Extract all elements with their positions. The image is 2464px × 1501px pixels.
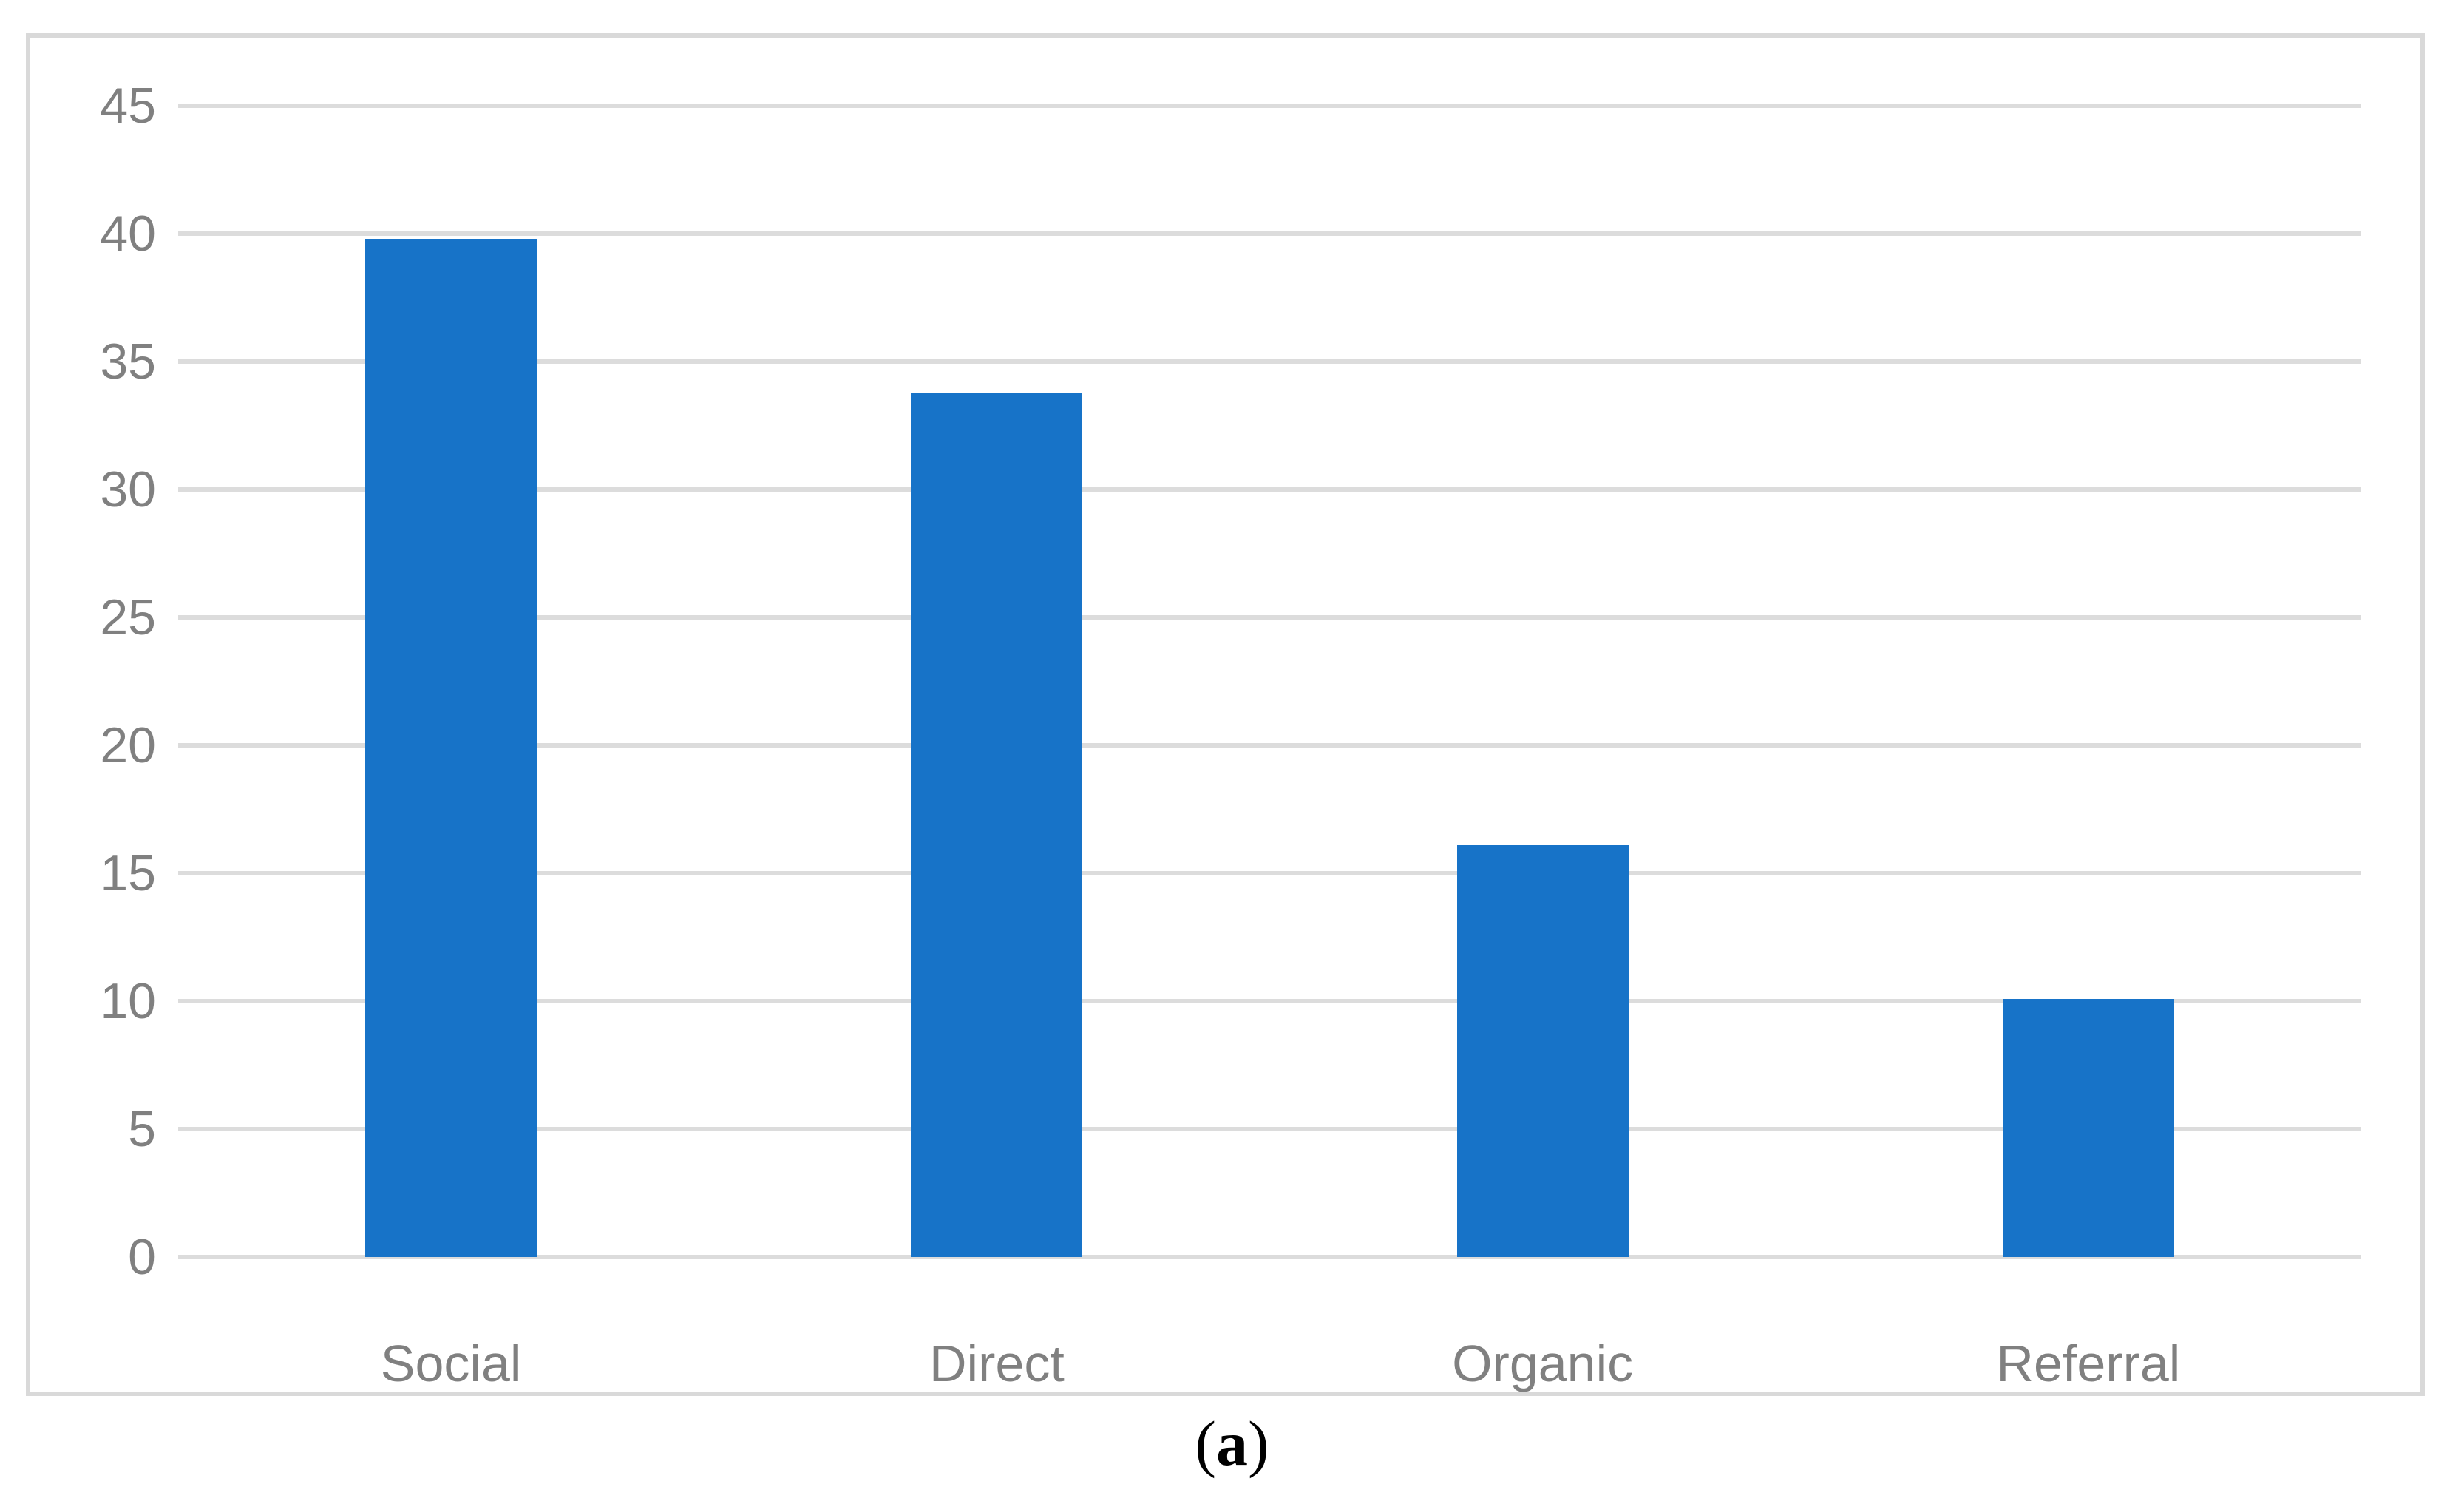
figure-caption: (a): [0, 1406, 2464, 1480]
y-tick-label-30: 30: [100, 461, 156, 518]
gridline-y-20: [178, 743, 2361, 748]
gridline-y-15: [178, 871, 2361, 875]
y-tick-label-10: 10: [100, 973, 156, 1029]
caption-paren-close: ): [1248, 1408, 1269, 1479]
bar-direct: [911, 392, 1083, 1257]
y-tick-label-0: 0: [128, 1229, 156, 1285]
gridline-y-40: [178, 231, 2361, 236]
x-category-label-organic: Organic: [1452, 1335, 1634, 1392]
gridline-y-35: [178, 359, 2361, 364]
y-tick-label-20: 20: [100, 717, 156, 773]
x-category-label-direct: Direct: [929, 1335, 1065, 1392]
bar-social: [365, 238, 537, 1257]
gridline-y-30: [178, 487, 2361, 492]
y-tick-label-15: 15: [100, 845, 156, 901]
y-tick-label-45: 45: [100, 78, 156, 134]
gridline-y-45: [178, 104, 2361, 108]
gridline-y-10: [178, 999, 2361, 1003]
bar-organic: [1456, 844, 1629, 1257]
gridline-y-5: [178, 1127, 2361, 1131]
y-tick-label-35: 35: [100, 333, 156, 390]
y-tick-label-25: 25: [100, 589, 156, 646]
gridline-y-0: [178, 1255, 2361, 1259]
gridline-y-25: [178, 615, 2361, 620]
y-tick-label-40: 40: [100, 206, 156, 262]
y-tick-label-5: 5: [128, 1101, 156, 1157]
bar-referral: [2002, 998, 2174, 1257]
x-category-label-referral: Referral: [1996, 1335, 2181, 1392]
caption-paren-open: (: [1195, 1408, 1216, 1479]
caption-label: a: [1216, 1408, 1248, 1479]
plot-area: [178, 104, 2361, 1259]
chart-frame: 0 5 10 15 20 25 30 35 40 45 Social Direct Organic Re…: [26, 33, 2425, 1396]
x-category-label-social: Social: [380, 1335, 522, 1392]
